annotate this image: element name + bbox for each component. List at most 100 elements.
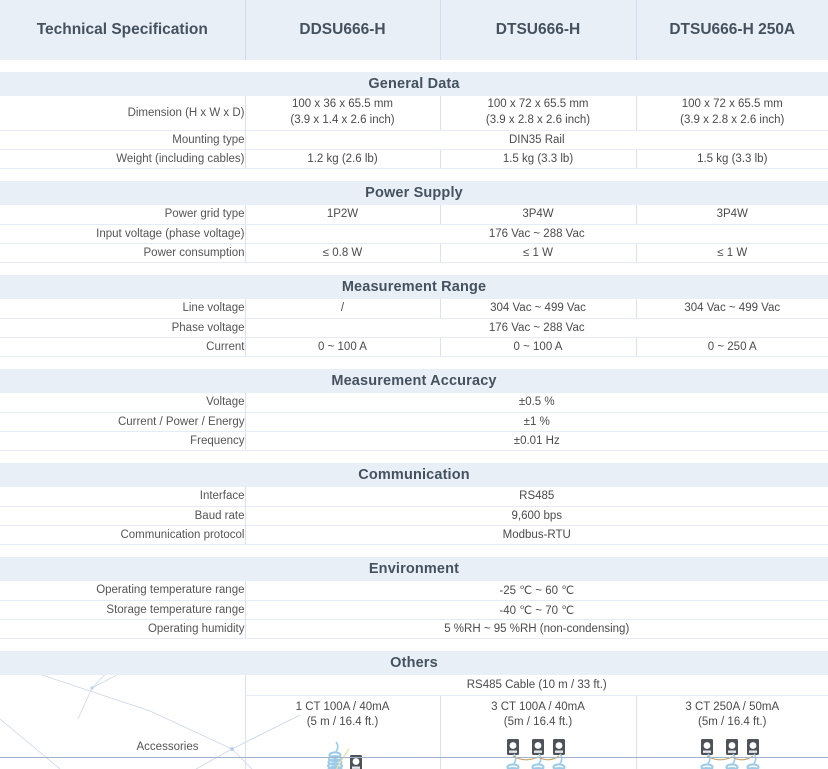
row-value-merged: -25 ℃ ~ 60 ℃ <box>244 581 828 601</box>
row-value-dtsu: 3P4W <box>439 205 636 225</box>
row-value-dtsu: 1.5 kg (3.3 lb) <box>439 149 636 169</box>
table-body: General Data Dimension (H x W x D) 100 x 3… <box>0 60 828 769</box>
row-value-dtsu: 0 ~ 100 A <box>439 337 636 357</box>
section-header-row: Measurement Range <box>0 275 828 299</box>
row-label: Mounting type <box>0 130 245 150</box>
row-label-text: Phase voltage <box>171 321 245 334</box>
row-label-text: Input voltage (phase voltage) <box>96 227 245 240</box>
table-row: Input voltage (phase voltage) 176 Vac ~ 2… <box>0 224 828 244</box>
column-header-dtsu666h-250a: DTSU666-H 250A <box>635 0 828 60</box>
table-row: Phase voltage 176 Vac ~ 288 Vac <box>0 318 828 338</box>
row-label-text: Current / Power / Energy <box>117 415 245 428</box>
accessory-image <box>447 737 630 769</box>
table-row: Voltage ±0.5 % <box>0 393 828 413</box>
row-label-text: Weight (including cables) <box>116 152 245 165</box>
accessory-text: 3 CT 250A / 50mA (5m / 16.4 ft.) <box>685 700 780 729</box>
ct-clamp-single-icon <box>326 741 362 769</box>
row-label-text: Interface <box>199 490 245 503</box>
table-row: Current / Power / Energy ±1 % <box>0 412 828 432</box>
row-value-dtsu250: ≤ 1 W <box>635 243 828 263</box>
section-title: Power Supply <box>0 181 828 205</box>
row-label-text: Power consumption <box>143 246 245 259</box>
row-value-dtsu250: 1.5 kg (3.3 lb) <box>635 149 828 169</box>
row-label: Line voltage <box>0 299 245 319</box>
column-header-spec: Technical Specification <box>0 0 245 60</box>
column-header-ddsu666h: DDSU666-H <box>244 0 440 60</box>
row-value-ddsu: / <box>244 299 440 319</box>
accessory-text: 1 CT 100A / 40mA (5 m / 16.4 ft.) <box>295 700 390 729</box>
row-value-merged: RS485 <box>244 487 828 507</box>
section-header-row: Measurement Accuracy <box>0 369 828 393</box>
row-label-text: Line voltage <box>182 302 245 315</box>
row-value-merged: ±0.5 % <box>244 393 828 413</box>
row-label: Frequency <box>0 431 245 451</box>
section-header-row: Others <box>0 651 828 675</box>
spacer-cell <box>0 262 828 275</box>
row-value-merged: 9,600 bps <box>244 506 828 526</box>
row-value-dtsu: ≤ 1 W <box>439 243 636 263</box>
spacer-cell <box>0 60 828 72</box>
ct-clamp-triple-icon <box>506 739 566 769</box>
table-row: Line voltage/304 Vac ~ 499 Vac 304 Vac ~ … <box>0 299 828 319</box>
row-value-ddsu: 0 ~ 100 A <box>244 337 440 357</box>
row-value-merged: -40 ℃ ~ 70 ℃ <box>244 600 828 620</box>
row-label-text: Mounting type <box>172 133 245 146</box>
row-value-dtsu250: 304 Vac ~ 499 Vac <box>635 299 828 319</box>
section-spacer <box>0 262 828 275</box>
accessory-cell-dtsu250: 3 CT 250A / 50mA (5m / 16.4 ft.) <box>635 695 828 769</box>
spacer-cell <box>0 638 828 651</box>
section-header-row: General Data <box>0 72 828 96</box>
bottom-rule <box>0 757 828 758</box>
accessories-cable-value: RS485 Cable (10 m / 33 ft.) <box>244 675 828 696</box>
table-row: Communication protocol Modbus-RTU <box>0 525 828 545</box>
accessory-cell-dtsu: 3 CT 100A / 40mA (5m / 16.4 ft.) <box>439 695 636 769</box>
row-label: Communication protocol <box>0 525 245 545</box>
row-label: Power grid type <box>0 205 245 225</box>
row-label-text: Voltage <box>206 396 245 409</box>
row-value-merged: ±1 % <box>244 412 828 432</box>
spacer-cell <box>0 544 828 557</box>
row-value-ddsu: ≤ 0.8 W <box>244 243 440 263</box>
table-row: Power grid type 1P2W 3P4W 3P4W <box>0 205 828 225</box>
section-spacer <box>0 638 828 651</box>
table-row: Mounting type DIN35 Rail <box>0 130 828 150</box>
row-label: Voltage <box>0 393 245 413</box>
table-row: Interface RS485 <box>0 487 828 507</box>
row-label-text: Communication protocol <box>120 528 245 541</box>
section-title: Measurement Accuracy <box>0 369 828 393</box>
section-title: General Data <box>0 72 828 96</box>
accessory-image <box>252 737 434 769</box>
section-title: Measurement Range <box>0 275 828 299</box>
row-value-merged: Modbus-RTU <box>244 525 828 545</box>
spacer-cell <box>0 168 828 181</box>
column-header-dtsu666h: DTSU666-H <box>439 0 636 60</box>
row-value-ddsu: 1.2 kg (2.6 lb) <box>244 149 440 169</box>
ct-clamp-triple-icon <box>700 739 760 769</box>
row-value-merged: DIN35 Rail <box>244 130 828 150</box>
row-label: Power consumption <box>0 243 245 263</box>
row-value-merged: 176 Vac ~ 288 Vac <box>244 318 828 338</box>
row-label-text: Storage temperature range <box>106 603 245 616</box>
spacer-cell <box>0 356 828 369</box>
row-label-text: Dimension (H x W x D) <box>127 106 245 119</box>
section-spacer <box>0 450 828 463</box>
row-label: Dimension (H x W x D) <box>0 96 245 131</box>
row-label: Phase voltage <box>0 318 245 338</box>
section-title: Others <box>0 651 828 675</box>
row-label-text: Frequency <box>190 434 245 447</box>
spacer-cell <box>0 450 828 463</box>
row-label-text: Operating humidity <box>147 622 245 635</box>
row-value-merged: 176 Vac ~ 288 Vac <box>244 224 828 244</box>
row-label: Current <box>0 337 245 357</box>
row-label-text: Power grid type <box>164 208 245 221</box>
table-row: Storage temperature range -40 ℃ ~ 70 ℃ <box>0 600 828 620</box>
row-value-dtsu250: 100 x 72 x 65.5 mm (3.9 x 2.8 x 2.6 inch) <box>635 96 828 131</box>
row-value-ddsu: 1P2W <box>244 205 440 225</box>
table-row: Baud rate 9,600 bps <box>0 506 828 526</box>
row-label: Interface <box>0 487 245 507</box>
accessories-cable-label-spacer <box>0 675 245 695</box>
row-label: Baud rate <box>0 506 245 526</box>
row-label-text: Operating temperature range <box>96 584 245 597</box>
